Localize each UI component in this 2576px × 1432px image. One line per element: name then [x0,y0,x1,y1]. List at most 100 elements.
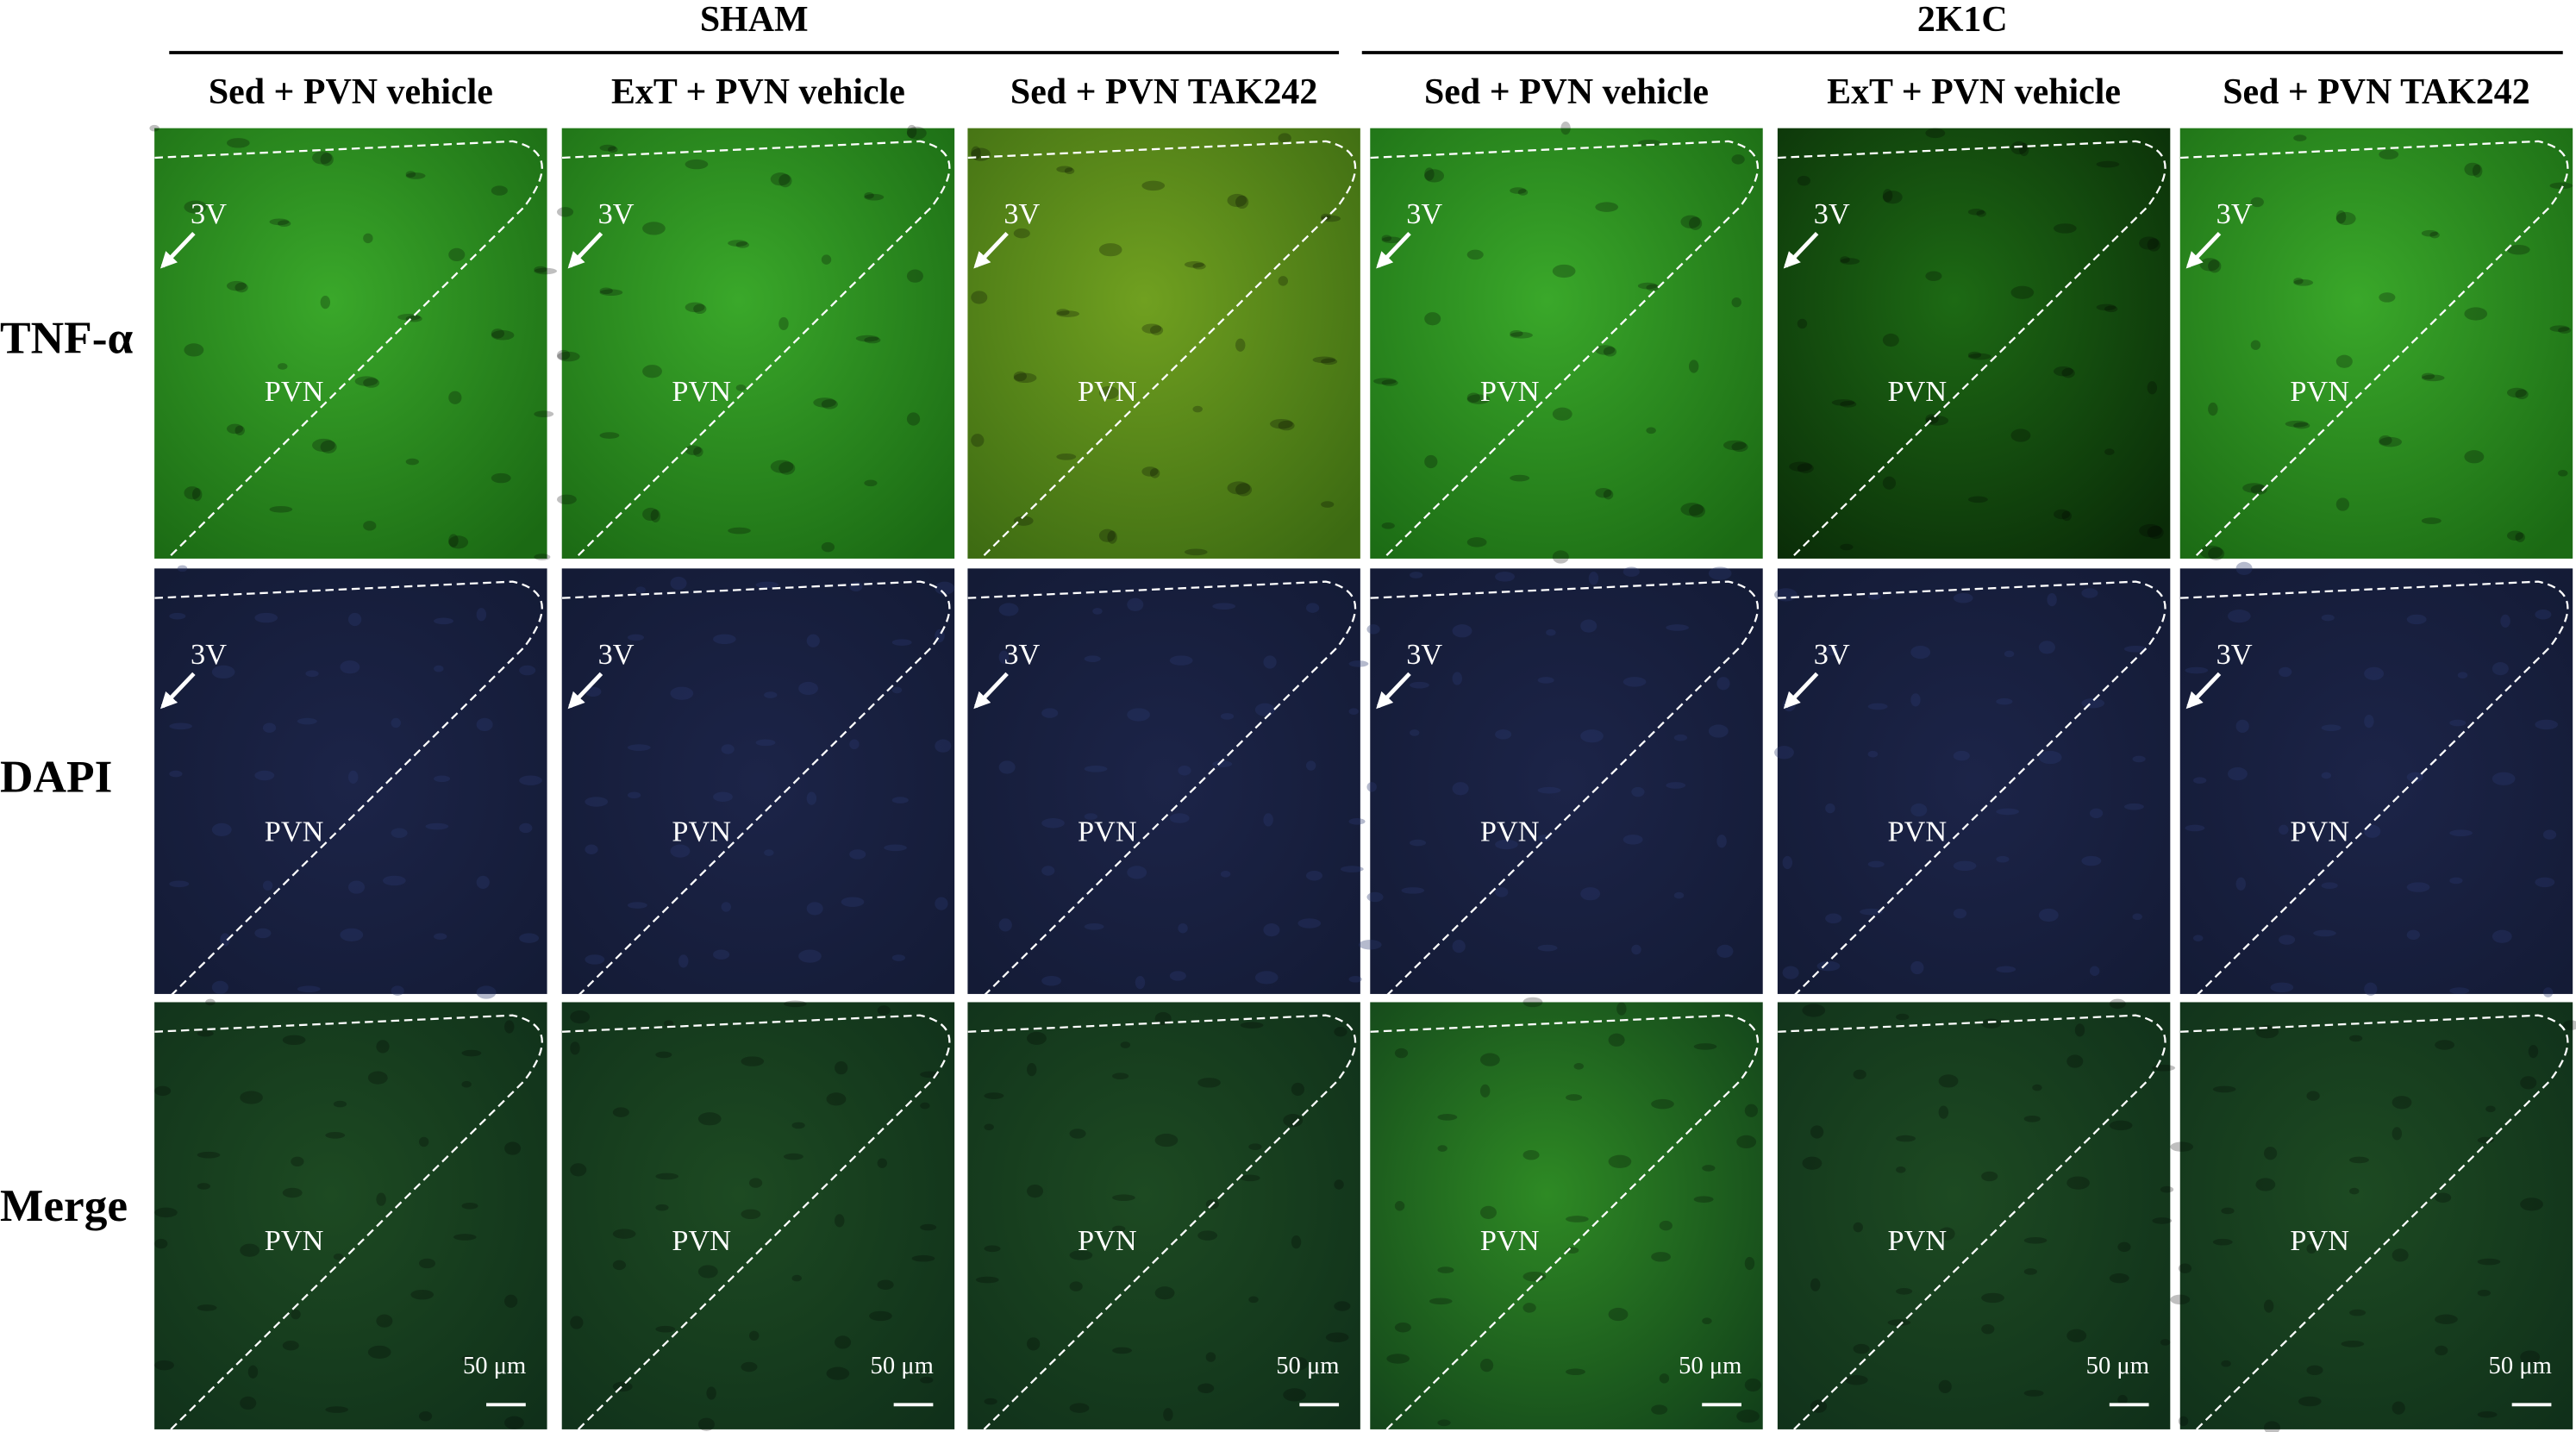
texture [1069,1403,1090,1413]
texture [1084,766,1108,772]
texture [1013,228,1030,239]
texture [1953,908,1967,919]
pvn-label: PVN [1480,1224,1540,1257]
texture [1882,189,1893,203]
texture [891,797,909,804]
texture [1680,215,1701,228]
pvn-label: PVN [2290,1224,2349,1257]
texture [2457,672,2468,679]
micrograph: 3V PVN [967,128,1360,559]
texture [262,880,273,891]
texture [770,460,794,473]
image [154,1002,547,1429]
texture [154,1085,172,1097]
texture [2104,305,2118,313]
texture [2192,935,2204,941]
texture [1254,703,1275,716]
micrograph: 3V PVN [1777,128,2171,559]
micrograph: PVN 50 μm [1370,997,1763,1430]
texture [1263,922,1280,937]
texture [2542,829,2557,840]
texture [2081,855,2102,866]
texture [2449,877,2463,885]
texture [655,1325,676,1333]
texture [2520,1076,2537,1090]
texture [1673,734,1688,741]
texture [826,1366,850,1380]
texture [169,612,186,620]
texture [557,349,571,360]
texture [1495,572,1515,582]
pvn-outline [967,580,1357,997]
texture [1041,818,1065,829]
texture [1651,1098,1674,1110]
texture [1386,1354,1410,1364]
texture [1831,399,1855,406]
texture [1381,236,1402,244]
texture [2535,610,2552,620]
texture [835,1335,852,1349]
texture [2109,998,2126,1010]
texture [1702,1317,1712,1324]
texture [2464,162,2481,176]
texture [1394,1201,1405,1211]
texture [2421,372,2435,380]
texture [254,928,272,939]
texture [2061,510,2072,522]
texture [1666,782,1686,789]
texture [1882,476,1897,490]
texture [1840,401,1857,408]
image [154,128,547,559]
texture [169,722,192,730]
texture [434,775,451,783]
texture [2535,877,2555,888]
texture [491,185,508,196]
texture [1197,1383,1215,1393]
texture [1069,1129,1086,1139]
texture [557,207,574,217]
texture [764,691,778,698]
texture [1896,1288,1913,1295]
texture [2242,483,2266,493]
texture [971,291,988,304]
texture [1938,1379,1952,1393]
pvn-outline [561,1014,951,1430]
micrograph: 3V PVN [1370,122,1763,564]
texture [291,1156,304,1167]
texture [778,174,792,188]
texture [1608,1154,1632,1168]
texture [826,1092,847,1106]
ventricle-label: 3V [598,638,635,671]
texture [1537,677,1554,684]
texture [504,1416,524,1429]
texture [599,144,616,152]
texture [1938,1227,1955,1241]
texture [2492,661,2509,676]
texture [1041,708,1059,718]
texture [418,1136,429,1147]
texture [1731,441,1748,453]
texture [1495,839,1518,850]
texture [2038,908,2059,922]
texture [1666,624,1689,631]
texture [1797,175,1810,186]
arrow [1376,231,1411,269]
arrow [160,231,196,269]
texture [2421,374,2445,382]
texture [2464,450,2485,464]
texture [864,479,878,487]
texture [806,902,823,916]
texture [1967,209,1985,216]
texture [2535,719,2559,730]
texture [1127,708,1150,722]
texture [476,608,487,622]
texture [448,247,466,262]
texture [1680,503,1704,516]
texture [1867,592,1881,600]
texture [2270,982,2294,993]
texture [1825,913,1842,923]
pvn-outline [1777,140,2166,556]
texture [1291,1357,1308,1371]
texture [612,1229,636,1239]
